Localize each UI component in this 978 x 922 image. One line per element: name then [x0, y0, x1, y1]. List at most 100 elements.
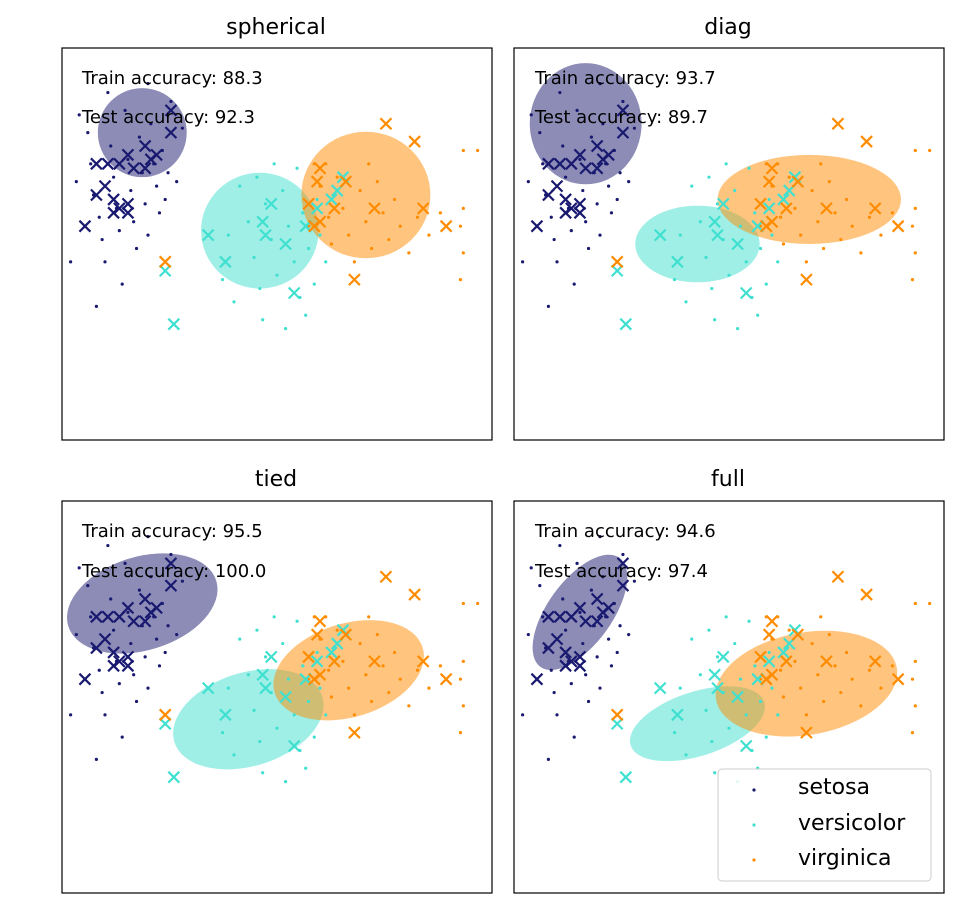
train-point-setosa	[77, 566, 81, 570]
test-point-virginica	[891, 672, 905, 686]
train-point-setosa	[607, 184, 611, 188]
train-point-virginica	[928, 148, 932, 153]
train-point-setosa	[112, 628, 116, 632]
train-point-setosa	[632, 126, 637, 130]
test-point-virginica	[339, 175, 353, 188]
test-point-virginica	[310, 175, 324, 188]
test-point-virginica	[339, 628, 353, 641]
test-point-virginica	[368, 655, 381, 668]
train-point-virginica	[415, 668, 420, 672]
train-point-versicolor	[246, 220, 250, 224]
train-point-setosa	[572, 735, 576, 739]
test-point-virginica	[759, 219, 773, 233]
train-point-virginica	[458, 677, 463, 681]
test-point-setosa	[121, 206, 135, 220]
train-point-setosa	[146, 686, 150, 690]
test-accuracy-full: Test accuracy: 97.4	[534, 561, 708, 582]
train-point-setosa	[129, 188, 133, 193]
train-point-setosa	[538, 584, 542, 588]
train-point-setosa	[578, 157, 582, 161]
train-point-setosa	[157, 664, 162, 668]
test-point-setosa	[164, 104, 178, 117]
test-point-virginica	[820, 655, 833, 668]
axes-frame	[61, 47, 493, 441]
test-point-setosa	[616, 104, 630, 117]
test-point-virginica	[780, 655, 793, 668]
train-point-virginica	[398, 224, 402, 228]
train-point-virginica	[370, 699, 374, 704]
test-point-setosa	[150, 148, 163, 162]
train-point-versicolor	[715, 202, 720, 206]
train-point-versicolor	[678, 686, 682, 690]
train-point-virginica	[839, 690, 843, 695]
test-point-setosa	[553, 610, 567, 624]
train-point-virginica	[438, 664, 442, 668]
train-point-virginica	[913, 206, 917, 210]
test-point-versicolor	[716, 650, 730, 664]
train-point-versicolor	[238, 184, 242, 188]
legend-marker-versicolor	[752, 823, 756, 827]
ellipse-setosa	[66, 553, 218, 654]
train-point-setosa	[180, 126, 184, 130]
train-point-versicolor	[261, 771, 265, 775]
panel-diag	[513, 47, 945, 441]
test-point-virginica	[860, 135, 873, 148]
plot-area	[521, 535, 932, 784]
train-point-setosa	[143, 202, 147, 206]
train-point-virginica	[329, 242, 334, 246]
test-point-setosa	[121, 659, 135, 673]
train-point-setosa	[103, 260, 107, 264]
train-point-versicolor	[304, 766, 308, 770]
train-point-setosa	[89, 162, 93, 166]
train-point-setosa	[137, 135, 141, 139]
test-point-versicolor	[653, 681, 667, 695]
train-point-virginica	[364, 220, 368, 224]
legend-marker-setosa	[752, 788, 756, 792]
train-point-virginica	[364, 673, 368, 677]
train-point-setosa	[575, 561, 579, 565]
train-accuracy-spherical: Train accuracy: 88.3	[81, 68, 263, 89]
test-point-versicolor	[201, 228, 215, 242]
test-point-versicolor	[201, 681, 215, 695]
test-point-setosa	[602, 148, 615, 162]
train-point-virginica	[358, 641, 362, 646]
test-point-setosa	[590, 139, 604, 153]
test-point-virginica	[313, 161, 327, 175]
test-point-setosa	[530, 672, 544, 686]
train-point-versicolor	[252, 708, 256, 712]
test-point-versicolor	[264, 197, 278, 211]
train-point-setosa	[552, 237, 556, 242]
train-point-versicolor	[727, 273, 731, 277]
test-point-virginica	[379, 570, 393, 584]
test-point-virginica	[610, 255, 624, 269]
train-point-setosa	[615, 650, 619, 655]
train-point-versicolor	[312, 282, 316, 286]
test-point-setosa	[90, 188, 103, 202]
ellipse-setosa	[97, 88, 187, 178]
test-point-virginica	[759, 672, 773, 686]
test-point-setosa	[542, 610, 555, 624]
train-point-virginica	[879, 686, 883, 690]
test-point-versicolor	[731, 690, 744, 704]
train-point-setosa	[526, 633, 530, 637]
train-point-setosa	[166, 624, 170, 628]
train-point-setosa	[541, 615, 545, 619]
train-point-setosa	[601, 575, 605, 579]
train-point-versicolor	[295, 166, 299, 170]
train-point-versicolor	[238, 637, 242, 641]
test-point-setosa	[121, 197, 135, 211]
test-point-versicolor	[711, 681, 724, 695]
train-point-setosa	[120, 735, 124, 739]
train-point-virginica	[458, 731, 463, 735]
train-point-setosa	[155, 184, 159, 188]
train-point-virginica	[367, 615, 371, 619]
test-point-virginica	[310, 628, 324, 641]
panel-title-tied: tied	[255, 467, 297, 492]
test-point-virginica	[762, 628, 776, 641]
train-point-setosa	[69, 713, 73, 717]
test-point-setosa	[107, 206, 120, 220]
train-point-virginica	[827, 633, 831, 637]
train-point-virginica	[913, 251, 917, 255]
test-point-setosa	[590, 592, 604, 606]
train-point-virginica	[381, 211, 385, 215]
